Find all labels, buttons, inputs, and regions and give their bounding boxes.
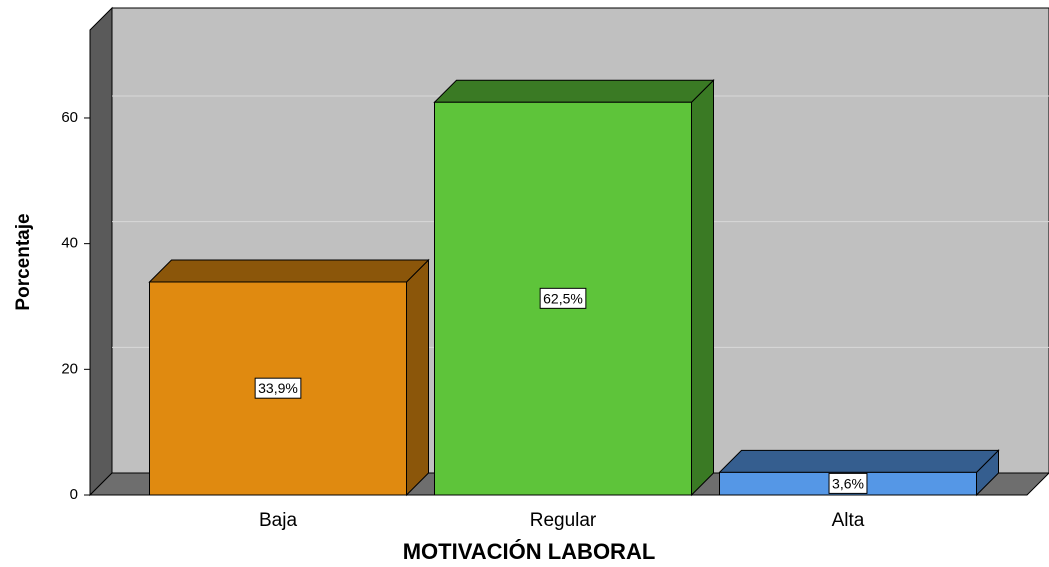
y-tick-label: 40: [61, 235, 78, 252]
y-tick-label: 60: [61, 109, 78, 126]
left-wall: [89, 6, 113, 497]
value-label: 33,9%: [258, 380, 298, 396]
value-label-box: [254, 377, 302, 399]
bar-top: [148, 259, 430, 283]
x-axis-label: MOTIVACIÓN LABORAL: [403, 539, 656, 564]
y-tick-label: 20: [61, 360, 78, 377]
value-label-box: [539, 287, 587, 309]
value-label: 3,6%: [832, 475, 864, 491]
bar-side: [691, 79, 714, 497]
bar-side: [406, 258, 429, 497]
y-tick-label: 0: [70, 486, 78, 503]
x-tick-label: Regular: [530, 510, 597, 531]
y-axis-label: Porcentaje: [13, 213, 34, 310]
bars: 33,9% 62,5% 3,6%: [148, 79, 1000, 497]
value-label: 62,5%: [543, 290, 583, 306]
value-label-box: [828, 472, 868, 494]
bar-top: [718, 449, 1000, 473]
x-tick-label: Alta: [832, 510, 865, 531]
bar-top: [433, 79, 715, 103]
x-tick-label: Baja: [259, 510, 297, 531]
